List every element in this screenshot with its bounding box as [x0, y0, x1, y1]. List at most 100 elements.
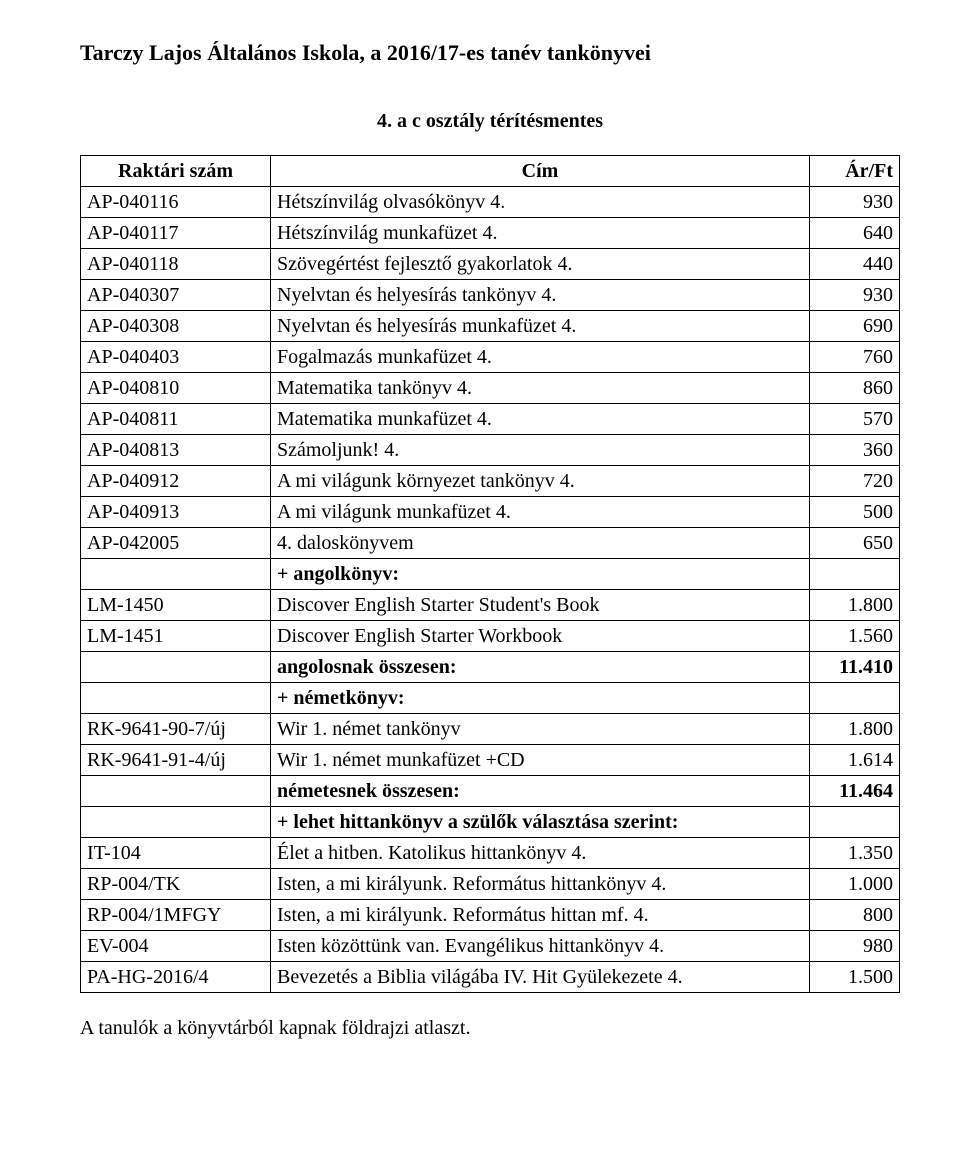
table-header-row: Raktári szám Cím Ár/Ft — [81, 156, 900, 187]
cell-price: 930 — [810, 280, 900, 311]
cell-code: AP-040307 — [81, 280, 271, 311]
cell-code: AP-042005 — [81, 528, 271, 559]
cell-code: AP-040912 — [81, 466, 271, 497]
table-row: + németkönyv: — [81, 683, 900, 714]
cell-name: + lehet hittankönyv a szülők választása … — [271, 807, 810, 838]
table-row: RP-004/1MFGYIsten, a mi királyunk. Refor… — [81, 900, 900, 931]
cell-name: Discover English Starter Student's Book — [271, 590, 810, 621]
cell-code: RP-004/1MFGY — [81, 900, 271, 931]
cell-price: 1.800 — [810, 590, 900, 621]
cell-code: AP-040403 — [81, 342, 271, 373]
cell-name: A mi világunk környezet tankönyv 4. — [271, 466, 810, 497]
table-row: AP-040118Szövegértést fejlesztő gyakorla… — [81, 249, 900, 280]
page-subtitle: 4. a c osztály térítésmentes — [80, 110, 900, 133]
cell-name: angolosnak összesen: — [271, 652, 810, 683]
table-row: AP-040813Számoljunk! 4.360 — [81, 435, 900, 466]
cell-code — [81, 807, 271, 838]
cell-price: 930 — [810, 187, 900, 218]
cell-code: PA-HG-2016/4 — [81, 962, 271, 993]
cell-name: Bevezetés a Biblia világába IV. Hit Gyül… — [271, 962, 810, 993]
cell-price: 800 — [810, 900, 900, 931]
cell-name: Nyelvtan és helyesírás tankönyv 4. — [271, 280, 810, 311]
cell-code: EV-004 — [81, 931, 271, 962]
cell-name: Hétszínvilág munkafüzet 4. — [271, 218, 810, 249]
table-row: AP-040308Nyelvtan és helyesírás munkafüz… — [81, 311, 900, 342]
cell-name: Szövegértést fejlesztő gyakorlatok 4. — [271, 249, 810, 280]
cell-name: Isten, a mi királyunk. Református hittan… — [271, 869, 810, 900]
table-row: AP-040810Matematika tankönyv 4.860 — [81, 373, 900, 404]
cell-price: 980 — [810, 931, 900, 962]
cell-name: Számoljunk! 4. — [271, 435, 810, 466]
cell-name: + németkönyv: — [271, 683, 810, 714]
table-row: + angolkönyv: — [81, 559, 900, 590]
cell-price: 1.614 — [810, 745, 900, 776]
cell-code: IT-104 — [81, 838, 271, 869]
cell-name: 4. daloskönyvem — [271, 528, 810, 559]
cell-code: AP-040117 — [81, 218, 271, 249]
table-row: AP-040307Nyelvtan és helyesírás tankönyv… — [81, 280, 900, 311]
cell-name: Discover English Starter Workbook — [271, 621, 810, 652]
table-row: RK-9641-90-7/újWir 1. német tankönyv1.80… — [81, 714, 900, 745]
cell-name: Fogalmazás munkafüzet 4. — [271, 342, 810, 373]
cell-price — [810, 807, 900, 838]
cell-price: 1.350 — [810, 838, 900, 869]
cell-name: A mi világunk munkafüzet 4. — [271, 497, 810, 528]
cell-name: Élet a hitben. Katolikus hittankönyv 4. — [271, 838, 810, 869]
cell-code: AP-040813 — [81, 435, 271, 466]
table-row: AP-040117Hétszínvilág munkafüzet 4.640 — [81, 218, 900, 249]
cell-code — [81, 776, 271, 807]
cell-code — [81, 559, 271, 590]
cell-price: 360 — [810, 435, 900, 466]
table-row: LM-1451Discover English Starter Workbook… — [81, 621, 900, 652]
cell-code: AP-040810 — [81, 373, 271, 404]
table-row: AP-040912A mi világunk környezet tanköny… — [81, 466, 900, 497]
cell-price: 640 — [810, 218, 900, 249]
table-row: AP-040811Matematika munkafüzet 4.570 — [81, 404, 900, 435]
table-row: + lehet hittankönyv a szülők választása … — [81, 807, 900, 838]
page-title: Tarczy Lajos Általános Iskola, a 2016/17… — [80, 40, 900, 66]
cell-code: RP-004/TK — [81, 869, 271, 900]
cell-name: Isten, a mi királyunk. Református hittan… — [271, 900, 810, 931]
cell-code — [81, 683, 271, 714]
cell-code: LM-1450 — [81, 590, 271, 621]
header-code: Raktári szám — [81, 156, 271, 187]
cell-name: Isten közöttünk van. Evangélikus hittank… — [271, 931, 810, 962]
textbook-table: Raktári szám Cím Ár/Ft AP-040116Hétszínv… — [80, 155, 900, 993]
cell-price: 760 — [810, 342, 900, 373]
table-row: PA-HG-2016/4Bevezetés a Biblia világába … — [81, 962, 900, 993]
cell-price: 11.410 — [810, 652, 900, 683]
cell-price — [810, 559, 900, 590]
table-row: németesnek összesen:11.464 — [81, 776, 900, 807]
cell-price: 650 — [810, 528, 900, 559]
cell-name: Wir 1. német tankönyv — [271, 714, 810, 745]
cell-code: RK-9641-90-7/új — [81, 714, 271, 745]
cell-price: 11.464 — [810, 776, 900, 807]
footnote: A tanulók a könyvtárból kapnak földrajzi… — [80, 1017, 900, 1040]
cell-price: 1.500 — [810, 962, 900, 993]
cell-price: 440 — [810, 249, 900, 280]
cell-price: 720 — [810, 466, 900, 497]
cell-name: Wir 1. német munkafüzet +CD — [271, 745, 810, 776]
cell-code: AP-040308 — [81, 311, 271, 342]
table-row: AP-040116Hétszínvilág olvasókönyv 4.930 — [81, 187, 900, 218]
table-row: angolosnak összesen:11.410 — [81, 652, 900, 683]
cell-price: 570 — [810, 404, 900, 435]
cell-name: + angolkönyv: — [271, 559, 810, 590]
cell-code: AP-040811 — [81, 404, 271, 435]
cell-name: Nyelvtan és helyesírás munkafüzet 4. — [271, 311, 810, 342]
table-row: IT-104Élet a hitben. Katolikus hittankön… — [81, 838, 900, 869]
table-row: LM-1450Discover English Starter Student'… — [81, 590, 900, 621]
table-row: AP-040913A mi világunk munkafüzet 4.500 — [81, 497, 900, 528]
cell-price: 1.000 — [810, 869, 900, 900]
cell-code: AP-040913 — [81, 497, 271, 528]
cell-price — [810, 683, 900, 714]
cell-code: AP-040116 — [81, 187, 271, 218]
cell-code: RK-9641-91-4/új — [81, 745, 271, 776]
cell-price: 500 — [810, 497, 900, 528]
cell-code — [81, 652, 271, 683]
table-row: EV-004Isten közöttünk van. Evangélikus h… — [81, 931, 900, 962]
cell-price: 1.560 — [810, 621, 900, 652]
table-row: RK-9641-91-4/újWir 1. német munkafüzet +… — [81, 745, 900, 776]
cell-code: LM-1451 — [81, 621, 271, 652]
cell-price: 1.800 — [810, 714, 900, 745]
